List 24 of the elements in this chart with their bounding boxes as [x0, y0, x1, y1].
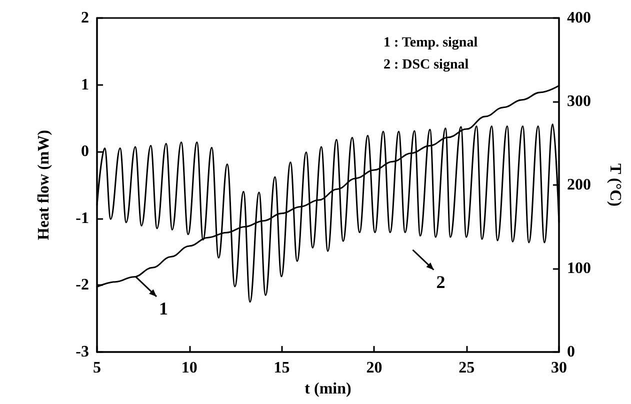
x-tick-label: 20: [366, 360, 382, 376]
y2-tick-label: 400: [567, 10, 591, 26]
y2-tick-label: 100: [567, 260, 591, 277]
y-tick-label: 1: [81, 76, 89, 94]
y-axis-title: Heat flow (mW): [36, 130, 52, 240]
x-tick-label: 30: [551, 360, 567, 376]
x-tick-label: 10: [181, 360, 198, 376]
y-tick-label: -2: [76, 276, 89, 294]
x-tick-label: 25: [458, 360, 475, 376]
x-tick-label: 5: [93, 360, 101, 376]
y-tick-label: 0: [81, 143, 89, 160]
annotation: 2 : DSC signal: [383, 58, 469, 72]
annotation: 1 : Temp. signal: [383, 36, 478, 50]
y2-tick-label: 0: [567, 344, 575, 360]
annotation: 2: [436, 272, 446, 292]
y-tick-label: 2: [81, 10, 89, 26]
x-tick-label: 15: [274, 360, 290, 376]
y2-tick-label: 200: [567, 176, 591, 194]
y-tick-label: -1: [76, 210, 89, 227]
y2-axis-title: T (°C): [606, 164, 624, 206]
annotation: 1: [159, 298, 168, 319]
y2-tick-label: 300: [567, 93, 591, 110]
y-tick-label: -3: [76, 344, 89, 360]
x-axis-title: t (min): [304, 380, 352, 398]
